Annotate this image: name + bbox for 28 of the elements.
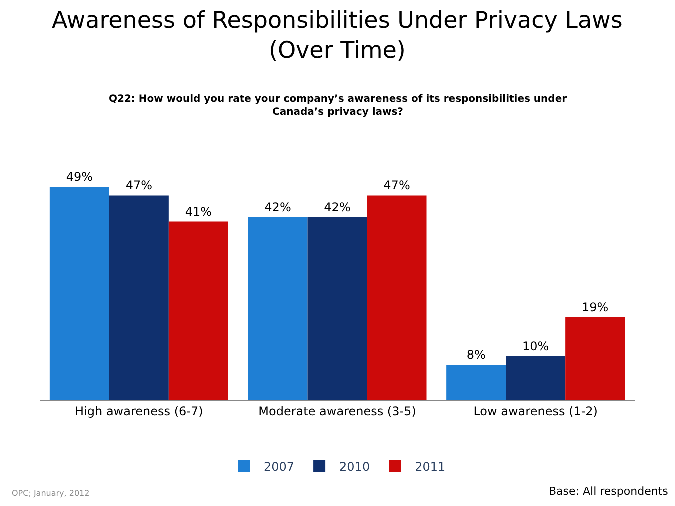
bar (446, 365, 506, 400)
data-label: 42% (264, 200, 292, 214)
bar (506, 356, 566, 400)
data-label: 19% (582, 300, 609, 314)
chart-title: Awareness of Responsibilities Under Privacy Laws (Over Time) (52, 8, 623, 64)
text: OPC; January, 2012 (12, 489, 90, 498)
bar (109, 196, 169, 400)
legend-label: 2007 (264, 460, 295, 474)
data-label: 49% (66, 170, 94, 184)
data-label: 10% (522, 340, 550, 354)
data-label: 42% (324, 200, 351, 214)
x-tick-label: Low awareness (1-2) (474, 404, 598, 418)
legend-label: 2011 (415, 460, 446, 474)
bar (248, 217, 308, 400)
chart-subtitle: Q22: How would you rate your company’s awareness of its responsibilities under Canada’s privacy laws? (109, 94, 568, 118)
bar (367, 196, 427, 400)
data-label: 47% (126, 178, 153, 193)
data-label: 47% (384, 178, 410, 193)
data-label: 41% (185, 204, 212, 219)
bar (168, 222, 228, 400)
bar (50, 187, 110, 400)
legend-label: 2010 (340, 460, 370, 474)
data-label: 8% (466, 348, 486, 362)
bar (308, 217, 368, 400)
text: Base: All respondents (549, 485, 669, 498)
x-tick-label: High awareness (6-7) (75, 404, 204, 418)
bar (566, 317, 626, 400)
x-tick-label: Moderate awareness (3-5) (258, 404, 416, 418)
